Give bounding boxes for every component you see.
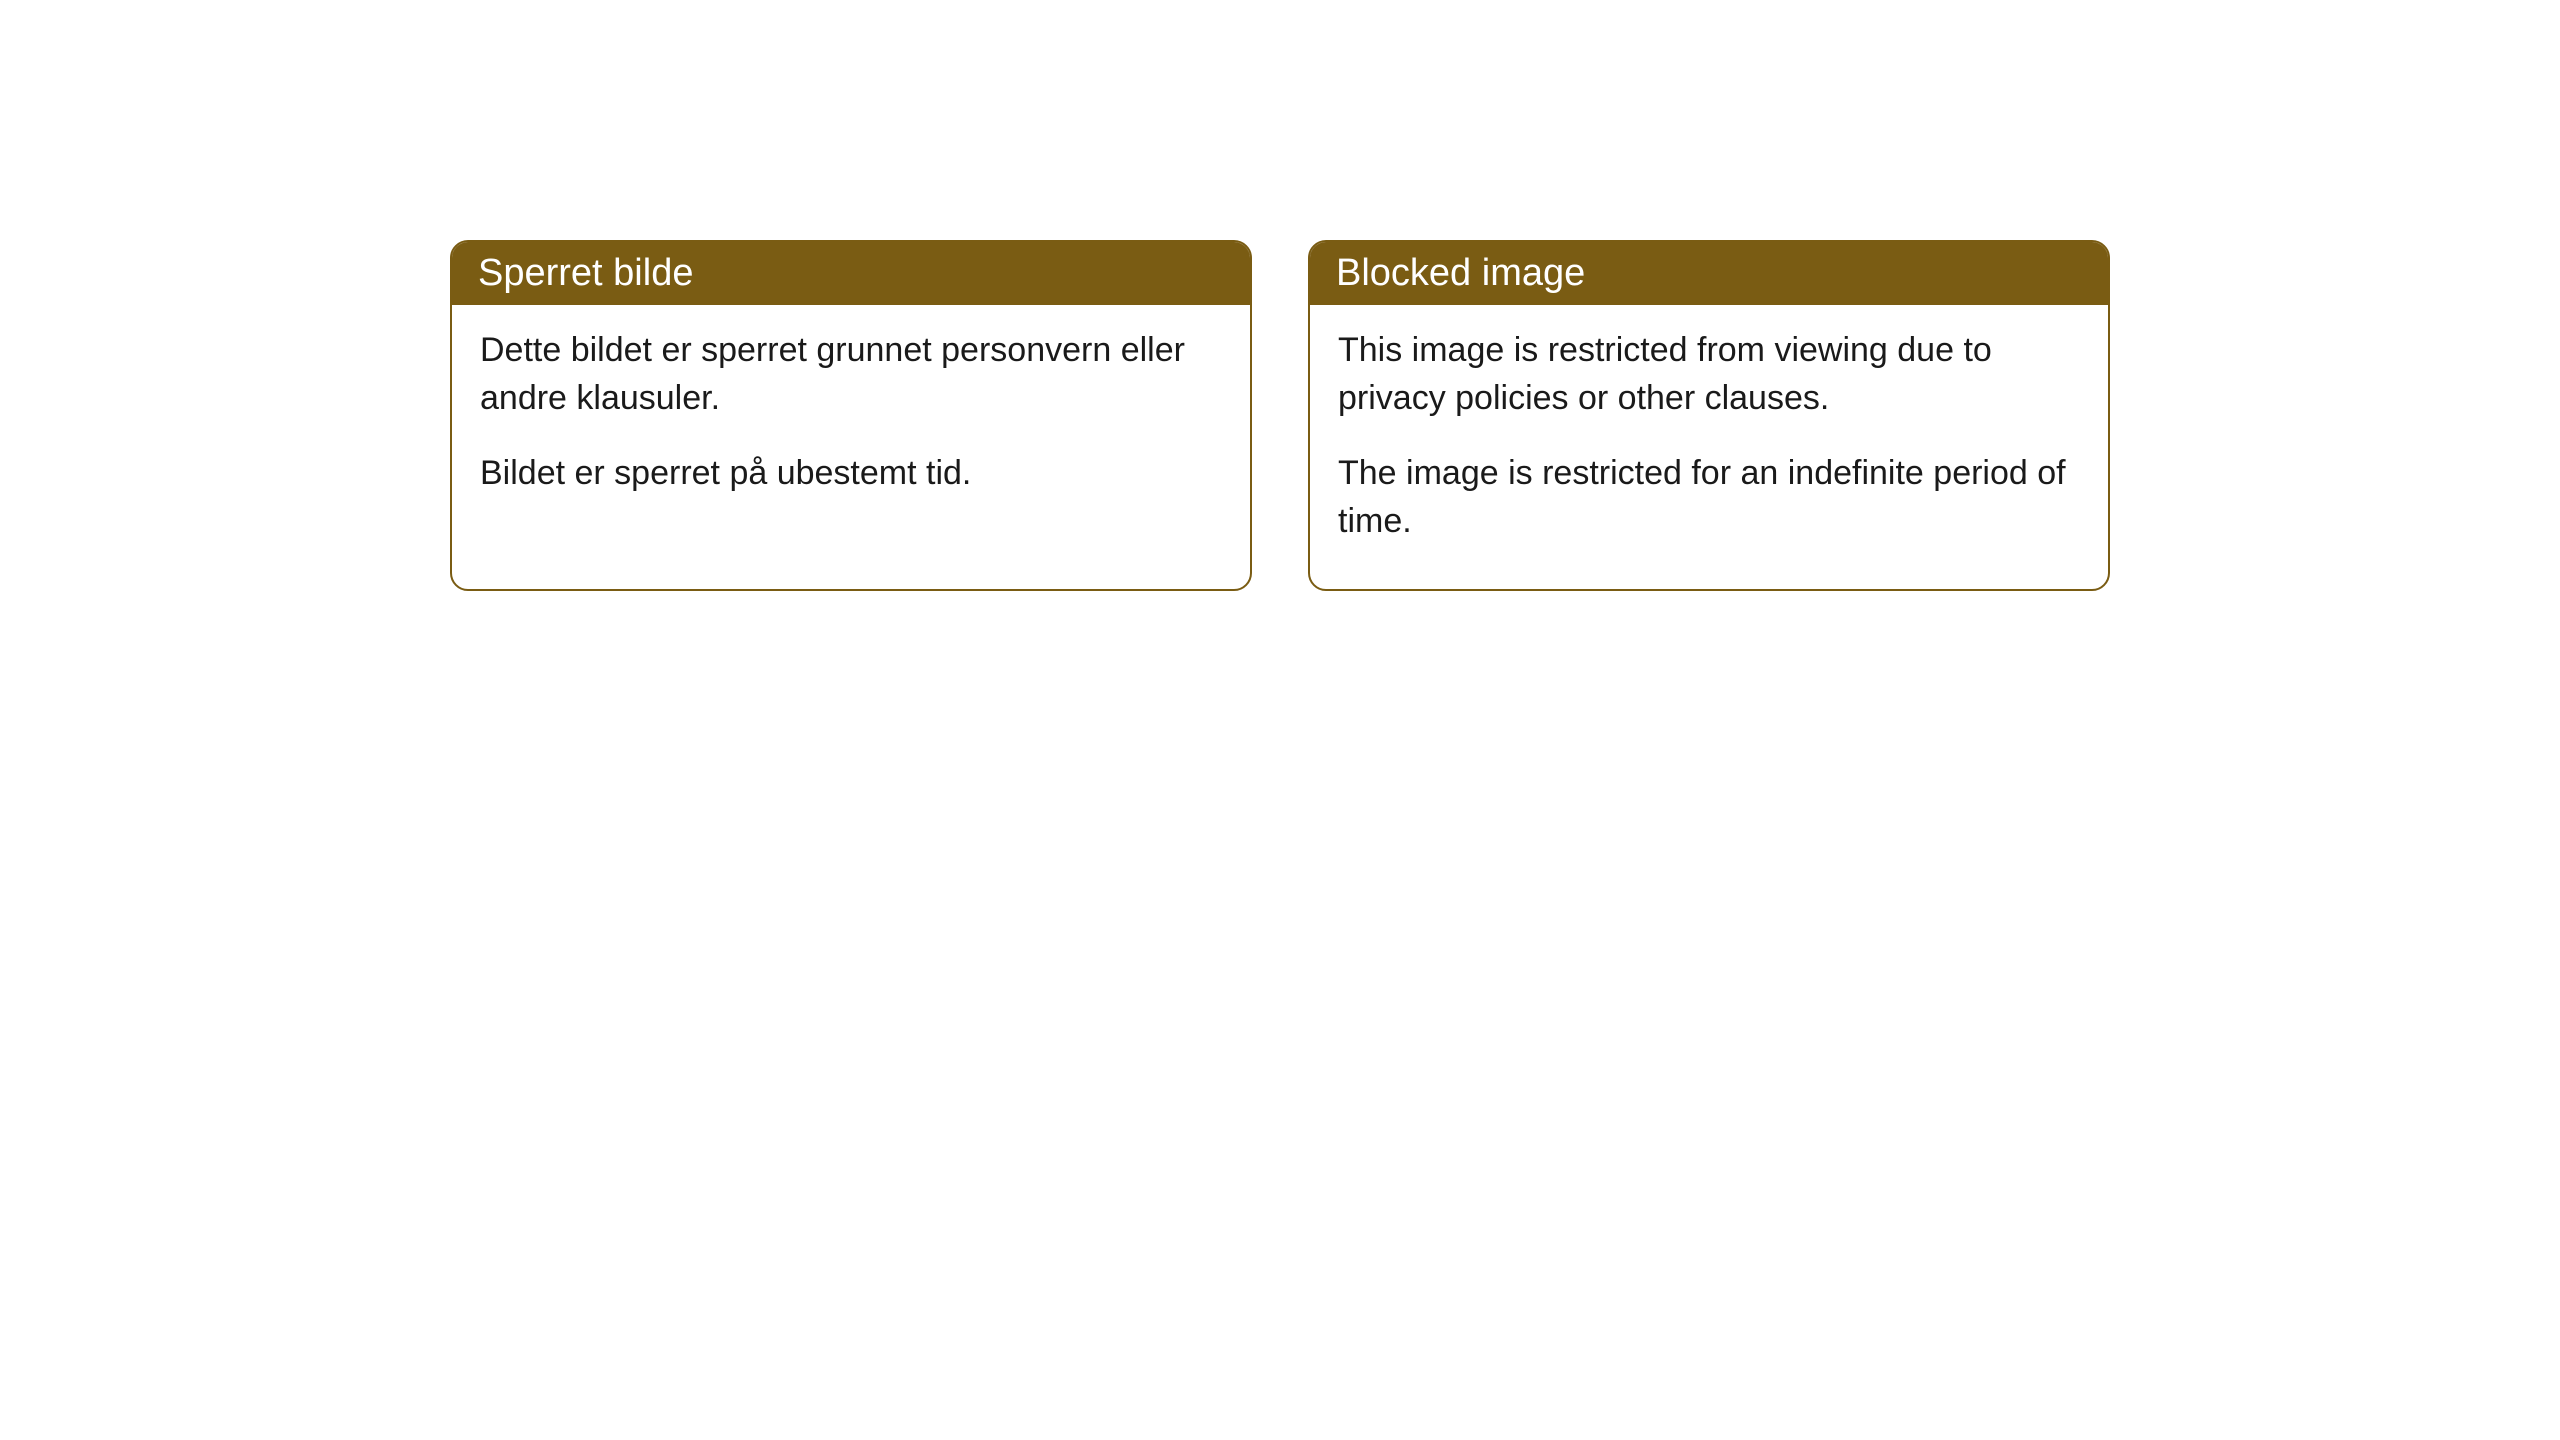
card-title: Blocked image [1336,252,1585,294]
notice-card-norwegian: Sperret bilde Dette bildet er sperret gr… [450,240,1252,591]
card-paragraph: The image is restricted for an indefinit… [1338,450,2080,545]
card-paragraph: This image is restricted from viewing du… [1338,327,2080,422]
card-header: Sperret bilde [452,242,1250,305]
card-header: Blocked image [1310,242,2108,305]
card-paragraph: Bildet er sperret på ubestemt tid. [480,450,1222,498]
card-body: Dette bildet er sperret grunnet personve… [452,305,1250,542]
card-paragraph: Dette bildet er sperret grunnet personve… [480,327,1222,422]
card-title: Sperret bilde [478,252,693,294]
card-body: This image is restricted from viewing du… [1310,305,2108,589]
notice-card-english: Blocked image This image is restricted f… [1308,240,2110,591]
notice-cards-container: Sperret bilde Dette bildet er sperret gr… [450,240,2110,591]
